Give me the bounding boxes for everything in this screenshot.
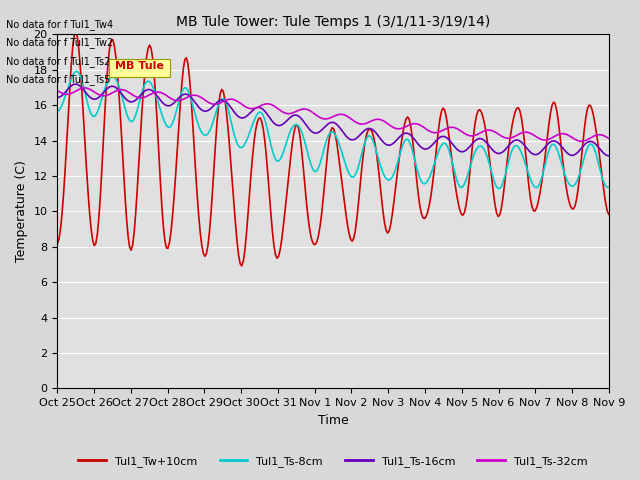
Legend: Tul1_Tw+10cm, Tul1_Ts-8cm, Tul1_Ts-16cm, Tul1_Ts-32cm: Tul1_Tw+10cm, Tul1_Ts-8cm, Tul1_Ts-16cm,… (74, 452, 592, 471)
X-axis label: Time: Time (317, 414, 349, 427)
Text: No data for f Tul1_Tw4: No data for f Tul1_Tw4 (6, 19, 113, 30)
Text: No data for f Tul1_Ts5: No data for f Tul1_Ts5 (6, 74, 111, 85)
Text: MB Tule: MB Tule (115, 61, 163, 71)
Text: No data for f Tul1_Ts2: No data for f Tul1_Ts2 (6, 56, 111, 67)
Text: No data for f Tul1_Tw2: No data for f Tul1_Tw2 (6, 37, 114, 48)
Y-axis label: Temperature (C): Temperature (C) (15, 160, 28, 262)
Title: MB Tule Tower: Tule Temps 1 (3/1/11-3/19/14): MB Tule Tower: Tule Temps 1 (3/1/11-3/19… (176, 15, 490, 29)
